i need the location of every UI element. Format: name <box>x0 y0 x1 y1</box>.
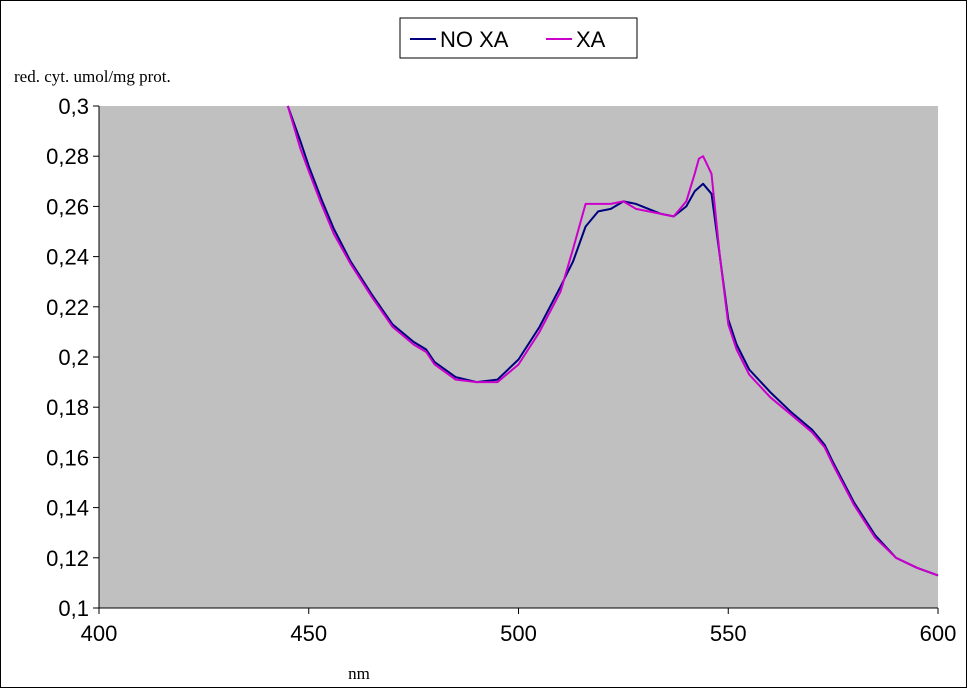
legend-box <box>399 17 638 59</box>
y-tick-label: 0,18 <box>46 395 89 420</box>
axes: 0,1 0,12 0,14 0,16 0,18 0,2 0,22 0,24 0,26 0,28 0,… <box>46 94 956 646</box>
series-layer <box>286 105 939 577</box>
x-tick-label: 400 <box>81 621 118 646</box>
y-tick-label: 0,28 <box>46 144 89 169</box>
y-tick-label: 0,2 <box>58 345 89 370</box>
x-tick-label: 500 <box>500 621 537 646</box>
plot-area <box>99 106 938 608</box>
y-tick-label: 0,1 <box>58 596 89 621</box>
y-axis-label: red. cyt. umol/mg prot. <box>14 67 171 86</box>
series-line-no-xa <box>286 105 939 577</box>
y-tick-label: 0,24 <box>46 245 89 270</box>
x-axis-label: nm <box>348 664 370 683</box>
y-tick-label: 0,22 <box>46 295 89 320</box>
x-tick-label: 550 <box>710 621 747 646</box>
x-tick-label: 600 <box>920 621 957 646</box>
y-tick-label: 0,3 <box>58 94 89 119</box>
y-tick-label: 0,16 <box>46 445 89 470</box>
series-line-xa <box>286 105 939 577</box>
x-tick-label: 450 <box>290 621 327 646</box>
y-tick-label: 0,12 <box>46 546 89 571</box>
legend-label-xa: XA <box>576 27 606 52</box>
legend: NO XA XA <box>399 17 638 59</box>
legend-label-no-xa: NO XA <box>440 27 509 52</box>
y-tick-label: 0,26 <box>46 194 89 219</box>
y-tick-label: 0,14 <box>46 496 89 521</box>
